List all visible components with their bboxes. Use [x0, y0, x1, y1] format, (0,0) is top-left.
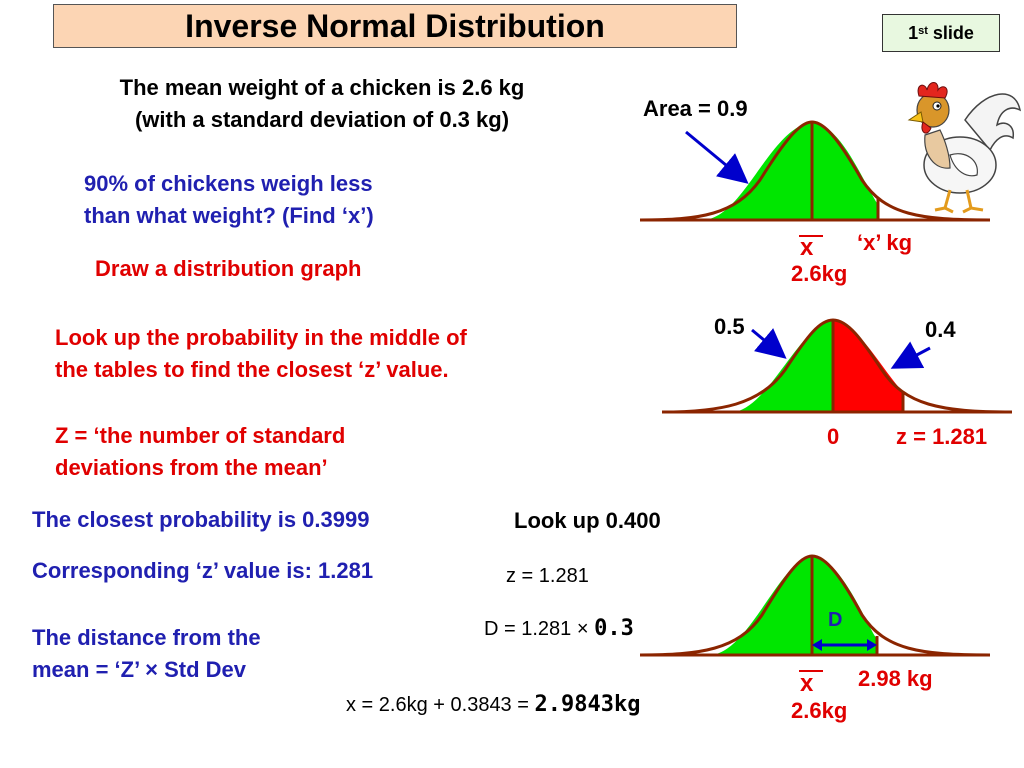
x-equation: x = 2.6kg + 0.3843 = 2.9843kg [346, 692, 640, 717]
graph3-d-arrow-left-head [812, 639, 822, 651]
graph1-x-label: ‘x’ kg [857, 230, 913, 255]
graph1-green-area [705, 122, 812, 220]
slide-badge-label: slide [932, 22, 974, 43]
graph-1 [639, 120, 991, 222]
step-lookup: Look up the probability in the middle of… [55, 322, 467, 386]
step-lookup-line-1: Look up the probability in the middle of [55, 325, 467, 350]
problem-statement: The mean weight of a chicken is 2.6 kg (… [62, 72, 582, 136]
z-definition-line-2: deviations from the mean’ [55, 455, 328, 480]
graph1-mean-label: 2.6kg [791, 261, 848, 286]
d-equation-value: 0.3 [594, 616, 634, 641]
graph2-green-area [735, 320, 833, 412]
graph3-xbar: x [800, 670, 814, 697]
graph3-d-arrow-right-head [867, 639, 877, 651]
graph2-left-label: 0.5 [714, 314, 745, 339]
graph3-xbar-line [799, 670, 823, 672]
graph2-right-arrow [890, 341, 931, 369]
graph2-red-area [833, 320, 903, 412]
question-line-1: 90% of chickens weigh less [84, 171, 373, 196]
step-lookup-line-2: the tables to find the closest ‘z’ value… [55, 357, 449, 382]
distance-formula-line-1: The distance from the [32, 625, 261, 650]
look-up-value: Look up 0.400 [514, 508, 661, 533]
slide-number-suffix: st [918, 25, 928, 37]
problem-line-2: (with a standard deviation of 0.3 kg) [134, 107, 510, 132]
graph3-green-area [712, 556, 812, 655]
question-line-2: than what weight? (Find ‘x’) [84, 203, 374, 228]
z-definition: Z = ‘the number of standard deviations f… [55, 420, 345, 484]
graph1-xbar: x [800, 234, 814, 261]
graph1-xbar-line [799, 235, 823, 237]
graph2-right-label: 0.4 [925, 317, 956, 342]
graph2-zero-label: 0 [827, 424, 840, 449]
graph-2 [661, 318, 1013, 414]
graph1-area-arrow [685, 130, 749, 184]
graph1-area-label: Area = 0.9 [643, 96, 748, 121]
d-equation: D = 1.281 × 0.3 [484, 616, 634, 641]
x-equation-value: 2.9843kg [534, 692, 641, 717]
distance-formula-line-2: mean = ‘Z’ × Std Dev [32, 657, 246, 682]
graph1-green-area-right [812, 122, 878, 220]
page-title: Inverse Normal Distribution [53, 4, 737, 48]
distance-formula: The distance from the mean = ‘Z’ × Std D… [32, 622, 261, 686]
step-draw-graph: Draw a distribution graph [95, 256, 362, 281]
x-equation-prefix: x = 2.6kg + 0.3843 = [346, 694, 535, 716]
d-equation-prefix: D = 1.281 × [484, 618, 595, 640]
graph3-d-label: D [828, 609, 843, 631]
slide-number: 1 [908, 22, 919, 43]
rooster-icon [907, 82, 1022, 214]
graph-3 [639, 554, 991, 657]
graph2-z-label: z = 1.281 [896, 424, 988, 449]
question-text: 90% of chickens weigh less than what wei… [84, 168, 374, 232]
graph2-left-arrow [751, 328, 787, 359]
closest-probability: The closest probability is 0.3999 [32, 507, 370, 532]
z-value-text: z = 1.281 [506, 565, 589, 587]
look-up-text: Look up 0.400 [514, 508, 661, 534]
problem-line-1: The mean weight of a chicken is 2.6 kg [119, 75, 525, 100]
graph3-mean-label: 2.6kg [791, 698, 848, 723]
graph3-value-label: 2.98 kg [858, 666, 933, 691]
z-definition-line-1: Z = ‘the number of standard [55, 423, 346, 448]
graph3-green-area-right [812, 556, 877, 655]
corresponding-z: Corresponding ‘z’ value is: 1.281 [32, 558, 374, 583]
